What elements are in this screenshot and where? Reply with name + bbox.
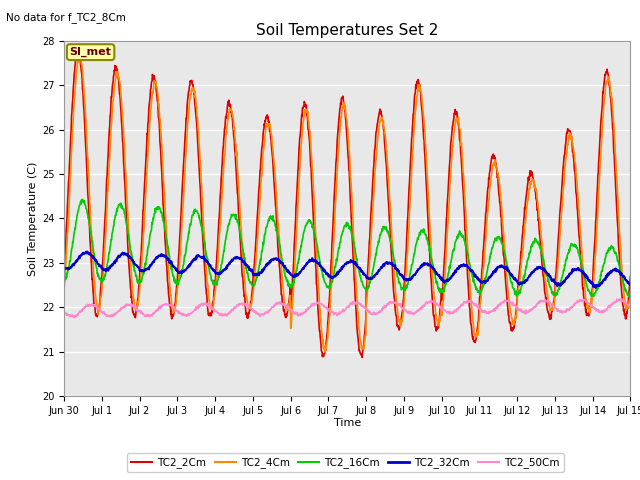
TC2_50Cm xyxy=(323,306,330,312)
TC2_16Cm xyxy=(79,196,86,202)
TC2_4Cm xyxy=(60,286,68,291)
TC2_16Cm xyxy=(104,257,112,263)
Text: SI_met: SI_met xyxy=(70,47,111,57)
TC2_2Cm xyxy=(323,336,330,342)
TC2_50Cm xyxy=(312,300,320,306)
TC2_2Cm xyxy=(301,100,308,106)
TC2_2Cm xyxy=(383,176,391,182)
TC2_50Cm xyxy=(127,301,135,307)
TC2_4Cm xyxy=(301,107,308,113)
Text: No data for f_TC2_8Cm: No data for f_TC2_8Cm xyxy=(6,12,126,23)
TC2_32Cm xyxy=(104,268,112,274)
Line: TC2_32Cm: TC2_32Cm xyxy=(64,252,630,288)
TC2_16Cm xyxy=(127,249,135,254)
TC2_2Cm xyxy=(312,281,320,287)
X-axis label: Time: Time xyxy=(333,419,361,429)
TC2_32Cm xyxy=(60,265,68,271)
TC2_50Cm xyxy=(383,302,390,308)
TC2_4Cm xyxy=(76,50,83,56)
TC2_32Cm xyxy=(127,255,135,261)
TC2_50Cm xyxy=(301,310,308,316)
TC2_32Cm xyxy=(312,259,320,265)
TC2_2Cm xyxy=(127,295,135,300)
TC2_32Cm xyxy=(627,283,634,288)
Title: Soil Temperatures Set 2: Soil Temperatures Set 2 xyxy=(256,23,438,38)
TC2_4Cm xyxy=(127,268,135,274)
TC2_16Cm xyxy=(301,226,308,231)
Legend: TC2_2Cm, TC2_4Cm, TC2_16Cm, TC2_32Cm, TC2_50Cm: TC2_2Cm, TC2_4Cm, TC2_16Cm, TC2_32Cm, TC… xyxy=(127,453,564,472)
TC2_4Cm xyxy=(383,155,391,161)
Y-axis label: Soil Temperature (C): Soil Temperature (C) xyxy=(28,161,38,276)
TC2_16Cm xyxy=(627,295,634,300)
TC2_32Cm xyxy=(301,263,308,269)
TC2_2Cm xyxy=(104,152,112,158)
Line: TC2_50Cm: TC2_50Cm xyxy=(64,299,630,317)
TC2_50Cm xyxy=(627,304,634,310)
TC2_4Cm xyxy=(321,349,328,355)
TC2_2Cm xyxy=(627,274,634,279)
Line: TC2_16Cm: TC2_16Cm xyxy=(64,199,630,299)
TC2_50Cm xyxy=(60,310,68,315)
TC2_32Cm xyxy=(383,260,390,266)
TC2_4Cm xyxy=(312,245,320,251)
TC2_2Cm xyxy=(358,355,366,360)
TC2_32Cm xyxy=(83,249,91,254)
TC2_16Cm xyxy=(60,280,68,286)
Line: TC2_2Cm: TC2_2Cm xyxy=(64,49,630,358)
TC2_4Cm xyxy=(627,289,634,295)
TC2_50Cm xyxy=(71,314,79,320)
TC2_50Cm xyxy=(618,296,625,302)
TC2_16Cm xyxy=(312,240,320,246)
TC2_4Cm xyxy=(323,339,331,345)
TC2_4Cm xyxy=(104,182,112,188)
TC2_2Cm xyxy=(74,47,81,52)
TC2_32Cm xyxy=(323,271,330,276)
TC2_32Cm xyxy=(592,285,600,291)
TC2_2Cm xyxy=(60,270,68,276)
TC2_16Cm xyxy=(323,284,330,289)
TC2_50Cm xyxy=(104,313,112,319)
TC2_16Cm xyxy=(626,296,634,301)
TC2_16Cm xyxy=(383,227,390,232)
Line: TC2_4Cm: TC2_4Cm xyxy=(64,53,630,352)
